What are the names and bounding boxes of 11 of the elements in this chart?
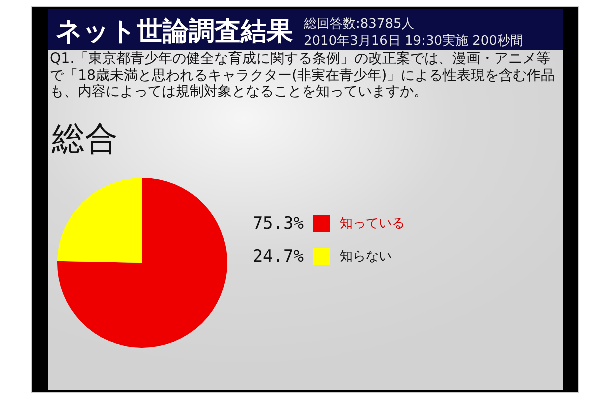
text: 2010年3月16日 19:30実施 200秒間: [304, 33, 524, 49]
data-label: 75.3%: [252, 214, 304, 234]
chart-title: ネット世論調査結果: [56, 17, 293, 47]
text: 総合: [51, 119, 118, 158]
pie-slice: [58, 178, 142, 263]
chart-subtitle: Q1.「東京都青少年の健全な育成に関する条例」の改正案では、漫画・アニメ等で「18歳未満と思われるキャラクター(非実在青少年)」による性表現を含む作品も、内容によっては規制対象となることを知っていますか。: [50, 51, 556, 100]
data-label: 24.7%: [252, 247, 304, 267]
legend-label: 知っている: [340, 216, 405, 232]
pie-slice: [58, 178, 228, 348]
legend-label: 知らない: [340, 250, 392, 264]
text: 総回答数:83785人: [303, 17, 415, 32]
